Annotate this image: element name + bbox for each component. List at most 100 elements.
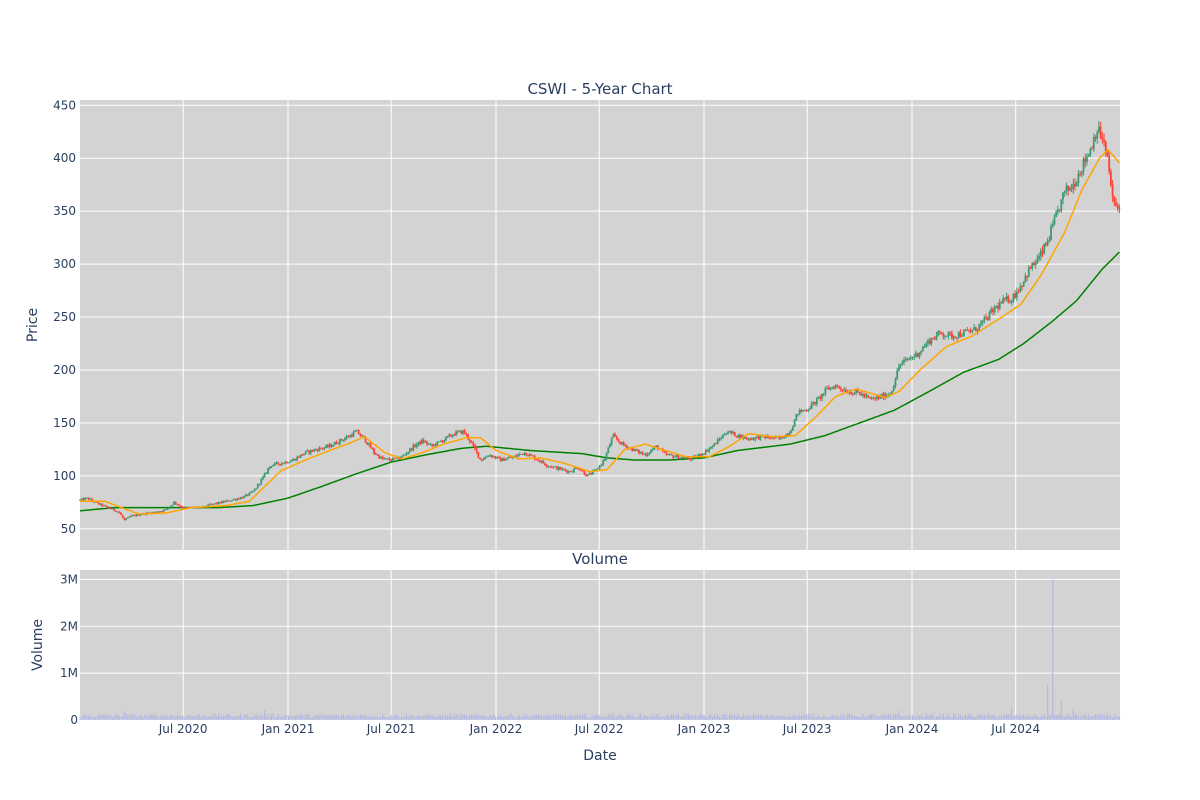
volume-bar bbox=[932, 713, 934, 720]
volume-bar bbox=[1077, 716, 1079, 720]
candle-body bbox=[323, 447, 326, 449]
candle-body bbox=[930, 338, 933, 344]
volume-bar bbox=[197, 714, 199, 720]
volume-bar bbox=[399, 717, 401, 720]
candle-body bbox=[535, 459, 538, 461]
candle-body bbox=[412, 444, 415, 451]
volume-bar bbox=[311, 716, 314, 720]
volume-bar bbox=[412, 714, 414, 720]
volume-bar bbox=[600, 716, 603, 720]
candle-body bbox=[1104, 141, 1107, 152]
volume-bar bbox=[655, 714, 657, 720]
volume-bar bbox=[689, 715, 691, 720]
candle-body bbox=[1029, 267, 1032, 269]
volume-bar bbox=[161, 714, 163, 720]
candle-body bbox=[116, 511, 119, 513]
chart-title: CSWI - 5-Year Chart bbox=[527, 80, 672, 98]
candle-body bbox=[812, 401, 815, 404]
candle-body bbox=[1113, 196, 1116, 203]
volume-bar bbox=[306, 714, 308, 720]
candle-body bbox=[275, 462, 278, 464]
volume-bar bbox=[1060, 701, 1062, 720]
candle-body bbox=[1026, 275, 1029, 278]
candle-body bbox=[892, 386, 895, 391]
volume-bar bbox=[270, 714, 273, 720]
candle-body bbox=[935, 335, 938, 340]
volume-bar bbox=[313, 715, 315, 720]
candle-body bbox=[894, 379, 897, 387]
volume-bar bbox=[764, 715, 767, 720]
candle-body bbox=[130, 515, 133, 517]
candle-body bbox=[809, 408, 811, 410]
volume-bar bbox=[888, 713, 890, 720]
candle-body bbox=[349, 435, 352, 438]
volume-bar bbox=[344, 716, 346, 720]
volume-bar bbox=[128, 716, 131, 720]
volume-bar bbox=[735, 715, 738, 720]
volume-bar bbox=[626, 713, 628, 720]
candle-body bbox=[530, 454, 533, 456]
candle-body bbox=[728, 431, 731, 433]
candle-body bbox=[562, 468, 565, 470]
volume-bar bbox=[93, 716, 95, 720]
candle-body bbox=[600, 464, 603, 466]
candle-body bbox=[631, 447, 634, 452]
candle-body bbox=[243, 496, 246, 499]
candle-body bbox=[238, 498, 240, 500]
volume-bar bbox=[843, 714, 845, 720]
candle-body bbox=[699, 454, 702, 456]
volume-bar bbox=[440, 715, 442, 720]
volume-bar bbox=[645, 715, 647, 720]
volume-bar bbox=[872, 714, 874, 720]
candle-body bbox=[280, 463, 283, 465]
volume-bar bbox=[889, 714, 891, 720]
candle-body bbox=[624, 444, 627, 446]
volume-bar bbox=[250, 716, 252, 720]
volume-bar bbox=[491, 715, 493, 720]
volume-bar bbox=[164, 715, 167, 720]
candle-body bbox=[443, 440, 446, 443]
volume-bar bbox=[776, 715, 779, 720]
candle-body bbox=[320, 447, 322, 449]
candle-body bbox=[1021, 286, 1023, 288]
candle-body bbox=[215, 503, 218, 504]
volume-bar bbox=[257, 714, 259, 720]
candle-body bbox=[409, 448, 411, 452]
volume-bar bbox=[605, 716, 608, 720]
volume-bar bbox=[1058, 714, 1061, 720]
candle-body bbox=[419, 441, 422, 444]
candle-body bbox=[166, 508, 169, 510]
volume-bar bbox=[1076, 714, 1078, 720]
volume-bar bbox=[424, 714, 426, 720]
candle-body bbox=[610, 437, 613, 445]
candle-body bbox=[270, 466, 273, 468]
volume-bar bbox=[617, 715, 620, 720]
volume-bar bbox=[858, 716, 861, 720]
volume-bar bbox=[758, 715, 760, 720]
candle-body bbox=[1070, 187, 1073, 189]
volume-bar bbox=[117, 714, 119, 720]
candle-body bbox=[503, 458, 505, 461]
volume-bar bbox=[573, 715, 575, 720]
volume-bar bbox=[219, 716, 221, 720]
candle-body bbox=[253, 489, 256, 492]
candle-body bbox=[342, 440, 345, 441]
candle-body bbox=[154, 511, 157, 513]
volume-bar bbox=[334, 714, 336, 720]
candle-body bbox=[716, 439, 719, 445]
volume-bar bbox=[411, 715, 413, 720]
volume-bar bbox=[481, 715, 483, 720]
volume-bar bbox=[417, 715, 420, 720]
candle-body bbox=[474, 444, 476, 449]
candle-body bbox=[824, 388, 827, 394]
candle-body bbox=[727, 432, 729, 434]
candle-body bbox=[407, 451, 410, 454]
volume-bar bbox=[742, 713, 744, 720]
volume-bar bbox=[621, 715, 623, 720]
candle-body bbox=[795, 414, 798, 420]
candle-body bbox=[810, 403, 813, 409]
volume-bar bbox=[142, 717, 144, 720]
volume-bar bbox=[703, 715, 705, 720]
candle-body bbox=[672, 455, 675, 458]
candle-body bbox=[858, 391, 861, 394]
